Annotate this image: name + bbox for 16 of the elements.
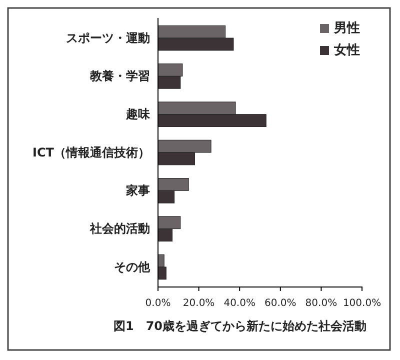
legend-label: 男性 [333, 21, 360, 36]
x-tick-label: 40.0% [224, 298, 256, 309]
x-tick-label: 60.0% [264, 298, 296, 309]
x-tick-label: 80.0% [305, 298, 338, 309]
y-tick-label: 社会的活動 [89, 222, 150, 236]
text: 図1 70歳を過ぎてから新たに始めた社会活動 [113, 319, 367, 333]
y-tick-label: スポーツ・運動 [66, 30, 150, 45]
x-tick-label: 20.0% [182, 298, 215, 309]
y-tick-label: ICT（情報通信技術） [32, 145, 150, 160]
y-tick-label: その他 [114, 260, 151, 274]
y-tick-label: 教養・学習 [89, 69, 150, 84]
y-tick-label: 家事 [125, 183, 150, 198]
legend-label: 女性 [333, 43, 360, 58]
x-tick-label: 100.0% [342, 298, 382, 309]
y-tick-label: 趣味 [125, 107, 151, 122]
x-tick-label: 0.0% [145, 298, 171, 309]
